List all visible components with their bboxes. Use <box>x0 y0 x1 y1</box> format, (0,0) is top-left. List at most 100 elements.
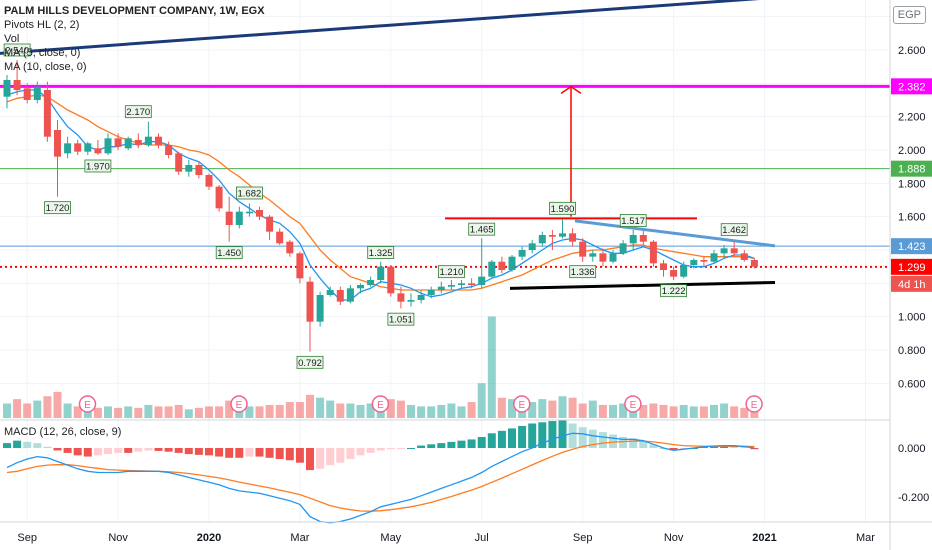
macd-histogram-bar <box>104 448 112 455</box>
earnings-icon <box>745 395 763 413</box>
indicator-volume[interactable]: Vol <box>4 33 20 45</box>
price-label-bg <box>891 258 932 275</box>
macd-histogram-bar <box>639 440 648 448</box>
pivot-label-box <box>569 265 597 279</box>
indicator-ma10[interactable]: MA (10, close, 0) <box>4 61 87 73</box>
pivot-label-text: 1.051 <box>389 315 413 326</box>
macd-histogram-bar <box>376 448 385 451</box>
macd-tick-label: 0.000 <box>898 443 926 455</box>
earnings-icon-label: E <box>751 400 758 411</box>
volume-bar <box>33 400 42 418</box>
macd-histogram-bar <box>417 445 426 448</box>
candle-body <box>397 293 405 302</box>
candle-body <box>447 285 455 287</box>
earnings-icon <box>230 395 248 413</box>
volume-bar <box>285 402 294 418</box>
macd-histogram-bar <box>619 436 628 448</box>
candle-body <box>690 260 698 265</box>
price-label-bg <box>891 160 932 177</box>
indicator-ma5[interactable]: MA (5, close, 0) <box>4 47 81 59</box>
volume-bar <box>164 406 173 418</box>
macd-pane <box>3 419 759 524</box>
currency-badge[interactable]: EGP <box>892 6 926 24</box>
candle-body <box>306 281 314 322</box>
pivot-label: 1.970 <box>84 159 112 173</box>
price-tick-label: 2.600 <box>898 45 926 57</box>
price-tick-label: 0.800 <box>898 345 926 357</box>
drawings[interactable] <box>0 0 890 268</box>
candle-body <box>710 253 718 262</box>
volume-bar <box>215 406 224 418</box>
drawings-overlay[interactable] <box>445 85 776 290</box>
pivot-label: 1.465 <box>468 222 496 236</box>
volume-bar <box>184 409 193 418</box>
volume-bar <box>306 394 314 418</box>
volume-bar <box>13 399 22 418</box>
pivot-label-text: 1.325 <box>369 248 393 259</box>
candle-body <box>165 145 173 155</box>
volume-bar <box>114 407 123 418</box>
volume-bar <box>467 402 476 418</box>
candle-body <box>559 233 566 237</box>
price-tick-label: 0.600 <box>898 378 926 390</box>
countdown-bg <box>891 275 932 292</box>
macd-signal-line <box>6 440 755 512</box>
volume-bar <box>336 403 345 418</box>
macd-label[interactable]: MACD (12, 26, close, 9) <box>4 426 122 438</box>
volume-bar <box>326 400 335 418</box>
candle-body <box>740 253 748 260</box>
macd-histogram-bar <box>184 448 193 455</box>
pivot-label-box <box>296 355 324 369</box>
macd-histogram-bar <box>558 419 567 448</box>
macd-histogram-bar <box>43 446 52 448</box>
pivot-label-box <box>3 43 31 57</box>
indicator-pivots[interactable]: Pivots HL (2, 2) <box>4 19 80 31</box>
macd-histogram-bar <box>649 444 658 448</box>
symbol-title[interactable]: PALM HILLS DEVELOPMENT COMPANY, 1W, EGX <box>4 5 265 17</box>
volume-bar <box>225 400 234 418</box>
candle-body <box>84 143 92 152</box>
candle-body <box>94 148 102 154</box>
price-tick-label: 1.000 <box>898 312 926 324</box>
macd-histogram-bar <box>730 446 739 448</box>
candle-body <box>134 140 142 145</box>
candles <box>3 60 758 352</box>
chart-legend: PALM HILLS DEVELOPMENT COMPANY, 1W, EGX … <box>4 4 265 74</box>
macd-histogram-bar <box>598 432 607 448</box>
volume-bar <box>558 396 567 418</box>
candle-body <box>569 233 577 242</box>
candle-body <box>367 280 375 285</box>
volume-bar <box>275 404 284 418</box>
macd-histogram-bar <box>528 423 537 448</box>
candle-body <box>266 216 274 232</box>
macd-histogram-bar <box>518 425 527 448</box>
candle-body <box>407 300 415 302</box>
candle-body <box>720 248 728 254</box>
volume-bar <box>53 391 62 418</box>
volume-bar <box>740 407 749 418</box>
price-label: 2.382 <box>898 81 926 93</box>
candle-body <box>579 241 587 257</box>
candle-body <box>518 250 526 257</box>
pivot-label-box <box>84 159 112 173</box>
volume-bar <box>205 406 213 418</box>
volume-bar <box>265 404 274 418</box>
macd-histogram-bar <box>205 448 213 456</box>
volume-bar <box>720 403 729 418</box>
pivot-label-text: 1.682 <box>238 189 262 200</box>
volume-bar <box>104 406 112 418</box>
volume-bar <box>457 406 466 418</box>
candle-body <box>437 286 445 290</box>
macd-histogram-bar <box>235 448 244 458</box>
pivot-label-box <box>437 265 465 279</box>
pivot-label-text: 2.170 <box>126 107 150 118</box>
macd-histogram-bar <box>538 422 547 448</box>
volume-bar <box>588 400 597 418</box>
macd-histogram-bar <box>609 434 617 448</box>
macd-histogram-bar <box>154 448 163 451</box>
price-tick-label: 2.000 <box>898 145 926 157</box>
pivot-label-text: 1.462 <box>722 225 746 236</box>
time-tick-label: Mar <box>290 532 309 544</box>
